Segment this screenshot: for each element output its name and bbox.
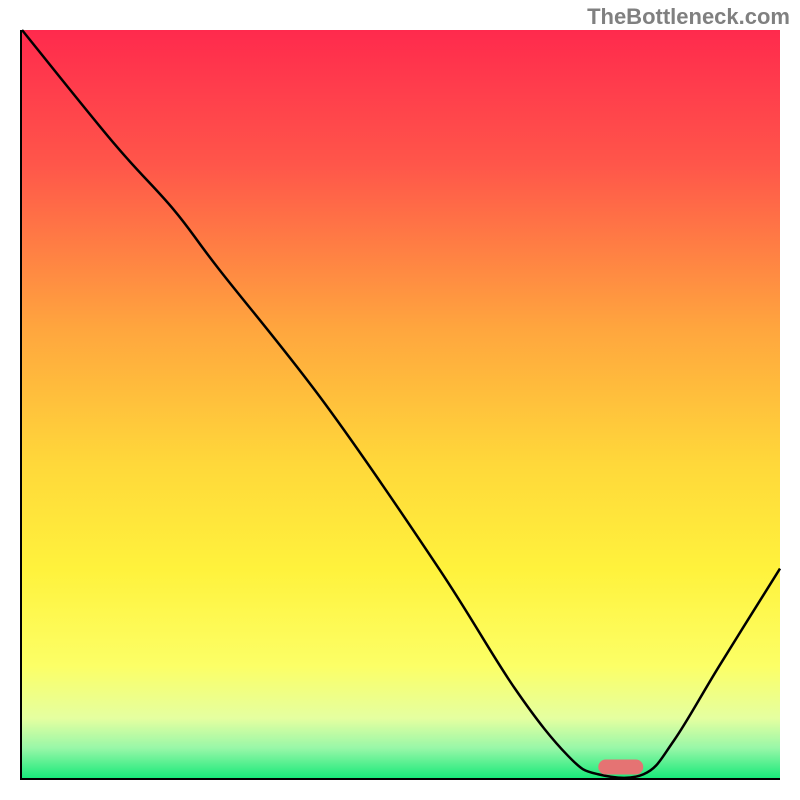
watermark-text: TheBottleneck.com (587, 4, 790, 30)
curve-layer (22, 30, 780, 778)
optimal-indicator-pill (598, 759, 643, 774)
plot-area (20, 30, 780, 780)
bottleneck-curve (22, 30, 780, 778)
